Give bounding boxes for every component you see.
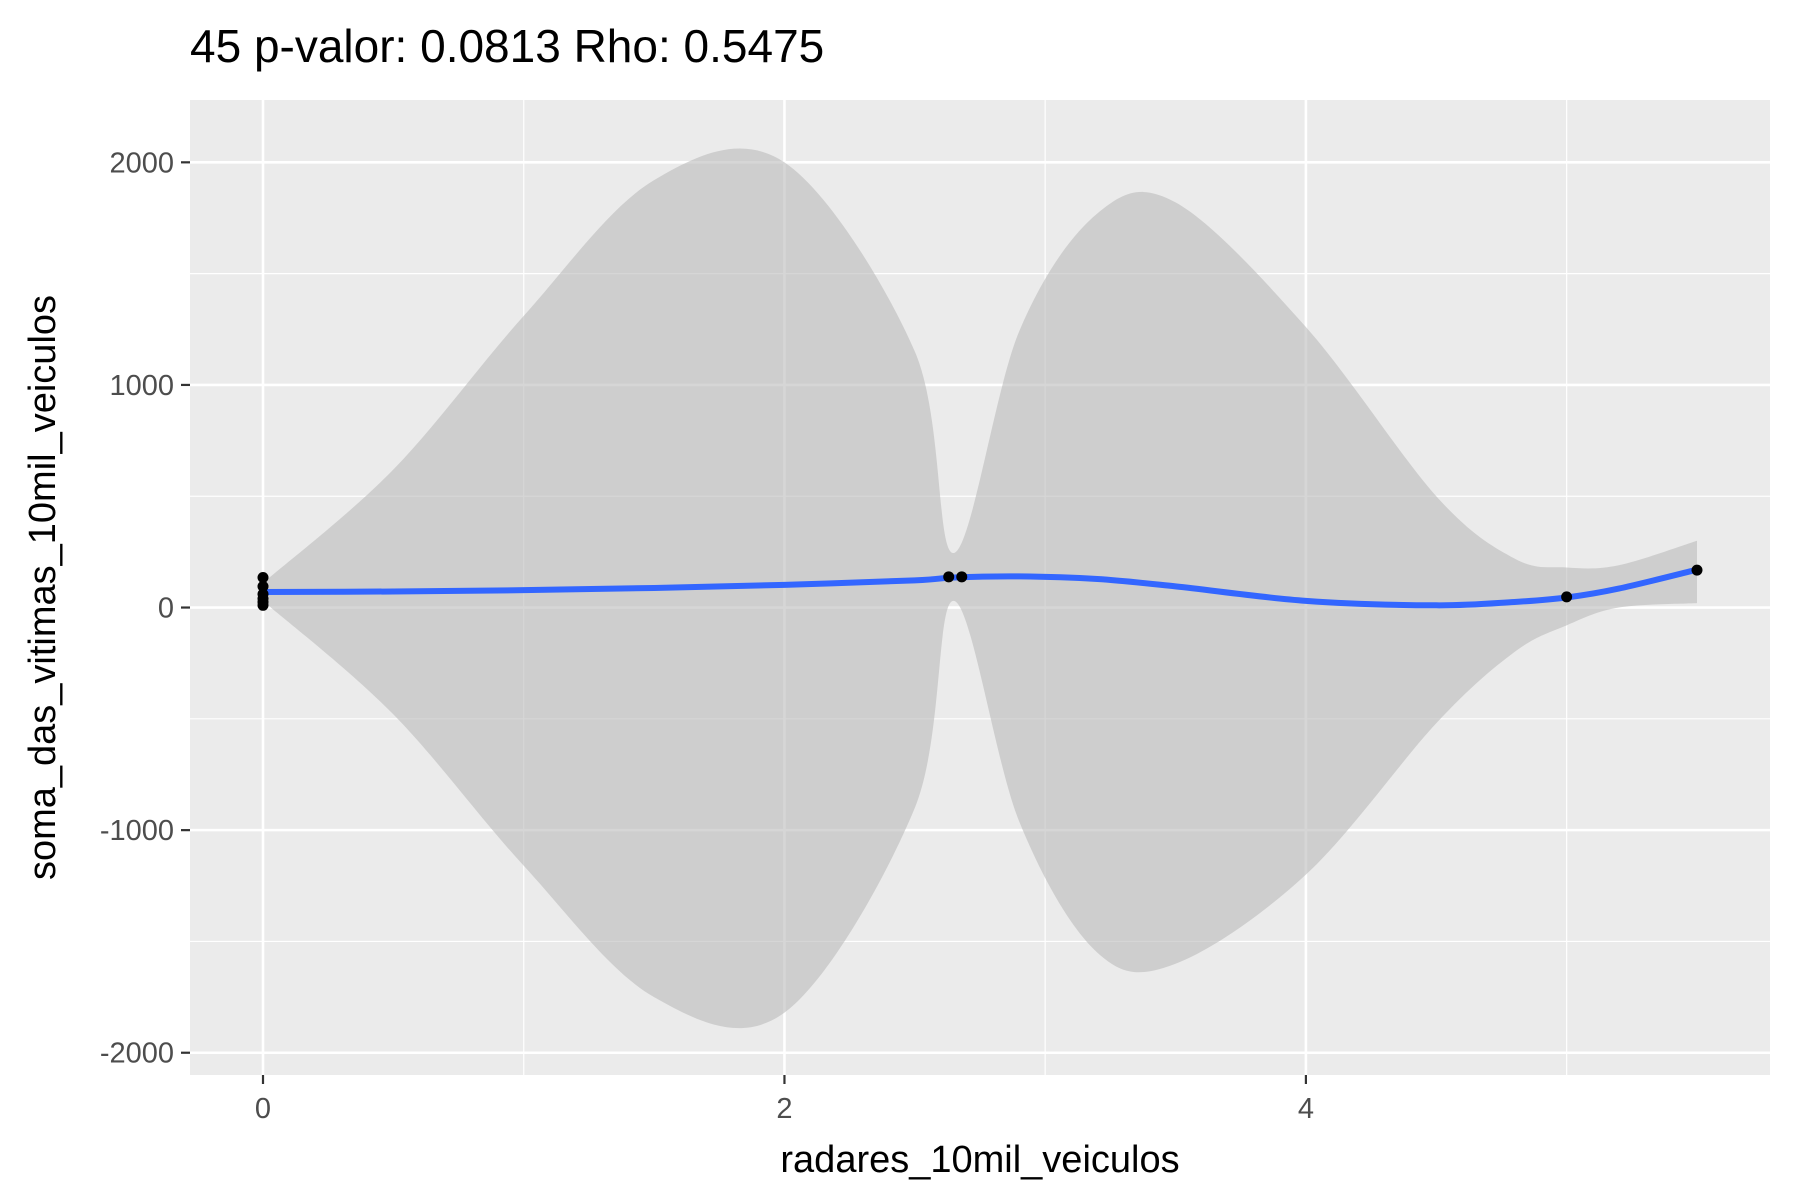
x-axis-ticks: 0 2 4 bbox=[255, 1075, 1314, 1125]
y-tick-label: -2000 bbox=[100, 1038, 174, 1070]
data-points bbox=[257, 564, 1703, 611]
chart-title: 45 p-valor: 0.0813 Rho: 0.5475 bbox=[190, 20, 824, 72]
y-tick-label: -1000 bbox=[100, 815, 174, 847]
data-point bbox=[257, 580, 269, 592]
x-axis-title: radares_10mil_veiculos bbox=[780, 1139, 1179, 1181]
y-axis-ticks: -2000 -1000 0 1000 2000 bbox=[100, 147, 190, 1070]
x-tick-label: 0 bbox=[255, 1093, 271, 1125]
confidence-band bbox=[263, 148, 1697, 1029]
data-point bbox=[956, 571, 968, 583]
data-point bbox=[1561, 591, 1573, 603]
y-tick-label: 1000 bbox=[109, 370, 174, 402]
data-point bbox=[257, 571, 269, 583]
smooth-line bbox=[262, 566, 1698, 609]
data-point bbox=[1691, 564, 1703, 576]
data-point bbox=[943, 571, 955, 583]
y-tick-label: 0 bbox=[158, 593, 174, 625]
data-point bbox=[257, 599, 269, 611]
y-tick-label: 2000 bbox=[109, 147, 174, 179]
y-axis-title: soma_das_vitimas_10mil_veiculos bbox=[22, 295, 64, 880]
x-tick-label: 2 bbox=[776, 1093, 792, 1125]
x-tick-label: 4 bbox=[1298, 1093, 1314, 1125]
